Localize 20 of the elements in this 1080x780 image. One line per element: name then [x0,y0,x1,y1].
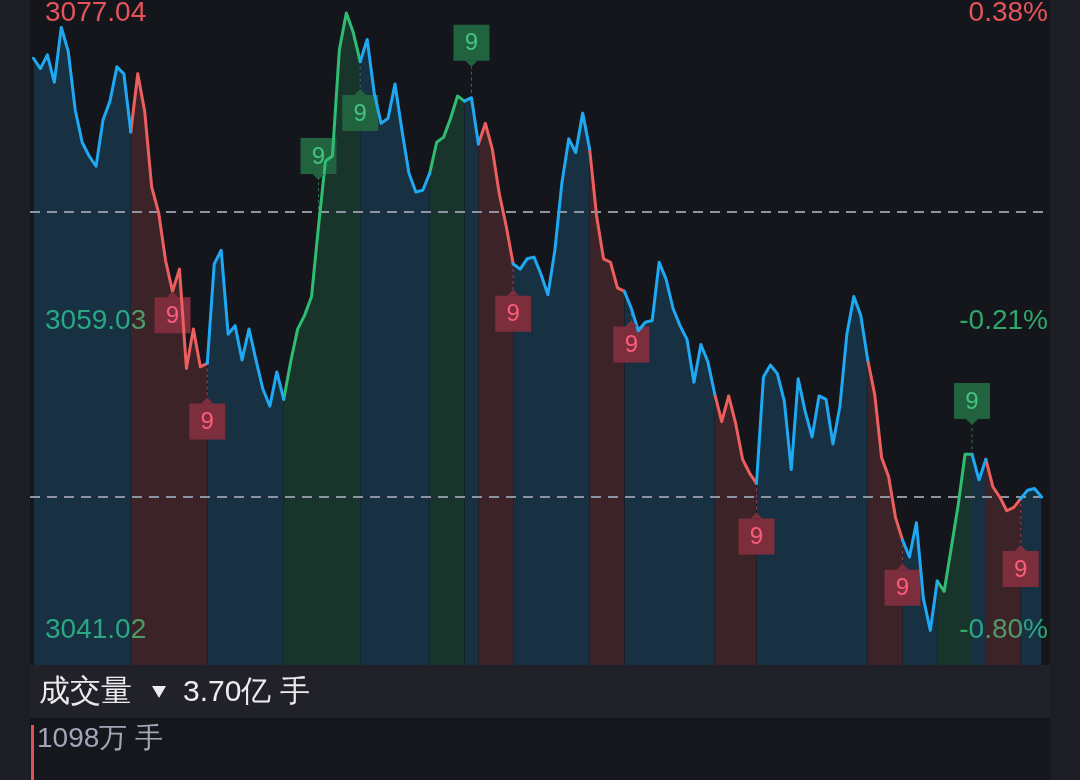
text: 9 [311,141,326,169]
legend-label: 9 [353,98,367,126]
y2-tick-label: -0.80% [959,613,1048,645]
text: 9 [965,386,979,414]
y-tick-label: 3059.03 [45,304,147,336]
text: 9 [749,522,764,550]
text: 1098万 手 [37,722,164,754]
y-tick-label: 3041.02 [45,613,147,645]
y2-tick-label: -0.21% [959,304,1048,336]
text: 3.70亿 手 [183,674,310,708]
text: 9 [200,407,214,435]
text: 9 [624,330,639,358]
text: 9 [506,299,520,327]
text: 9 [464,28,479,56]
text: 9 [1013,554,1028,582]
y2-tick-label: 0.38% [968,0,1048,27]
y-tick-label: 3077.04 [45,0,147,27]
legend-label: 9 [165,300,180,328]
text: 9 [895,573,910,601]
text: 成交量 [39,673,132,708]
